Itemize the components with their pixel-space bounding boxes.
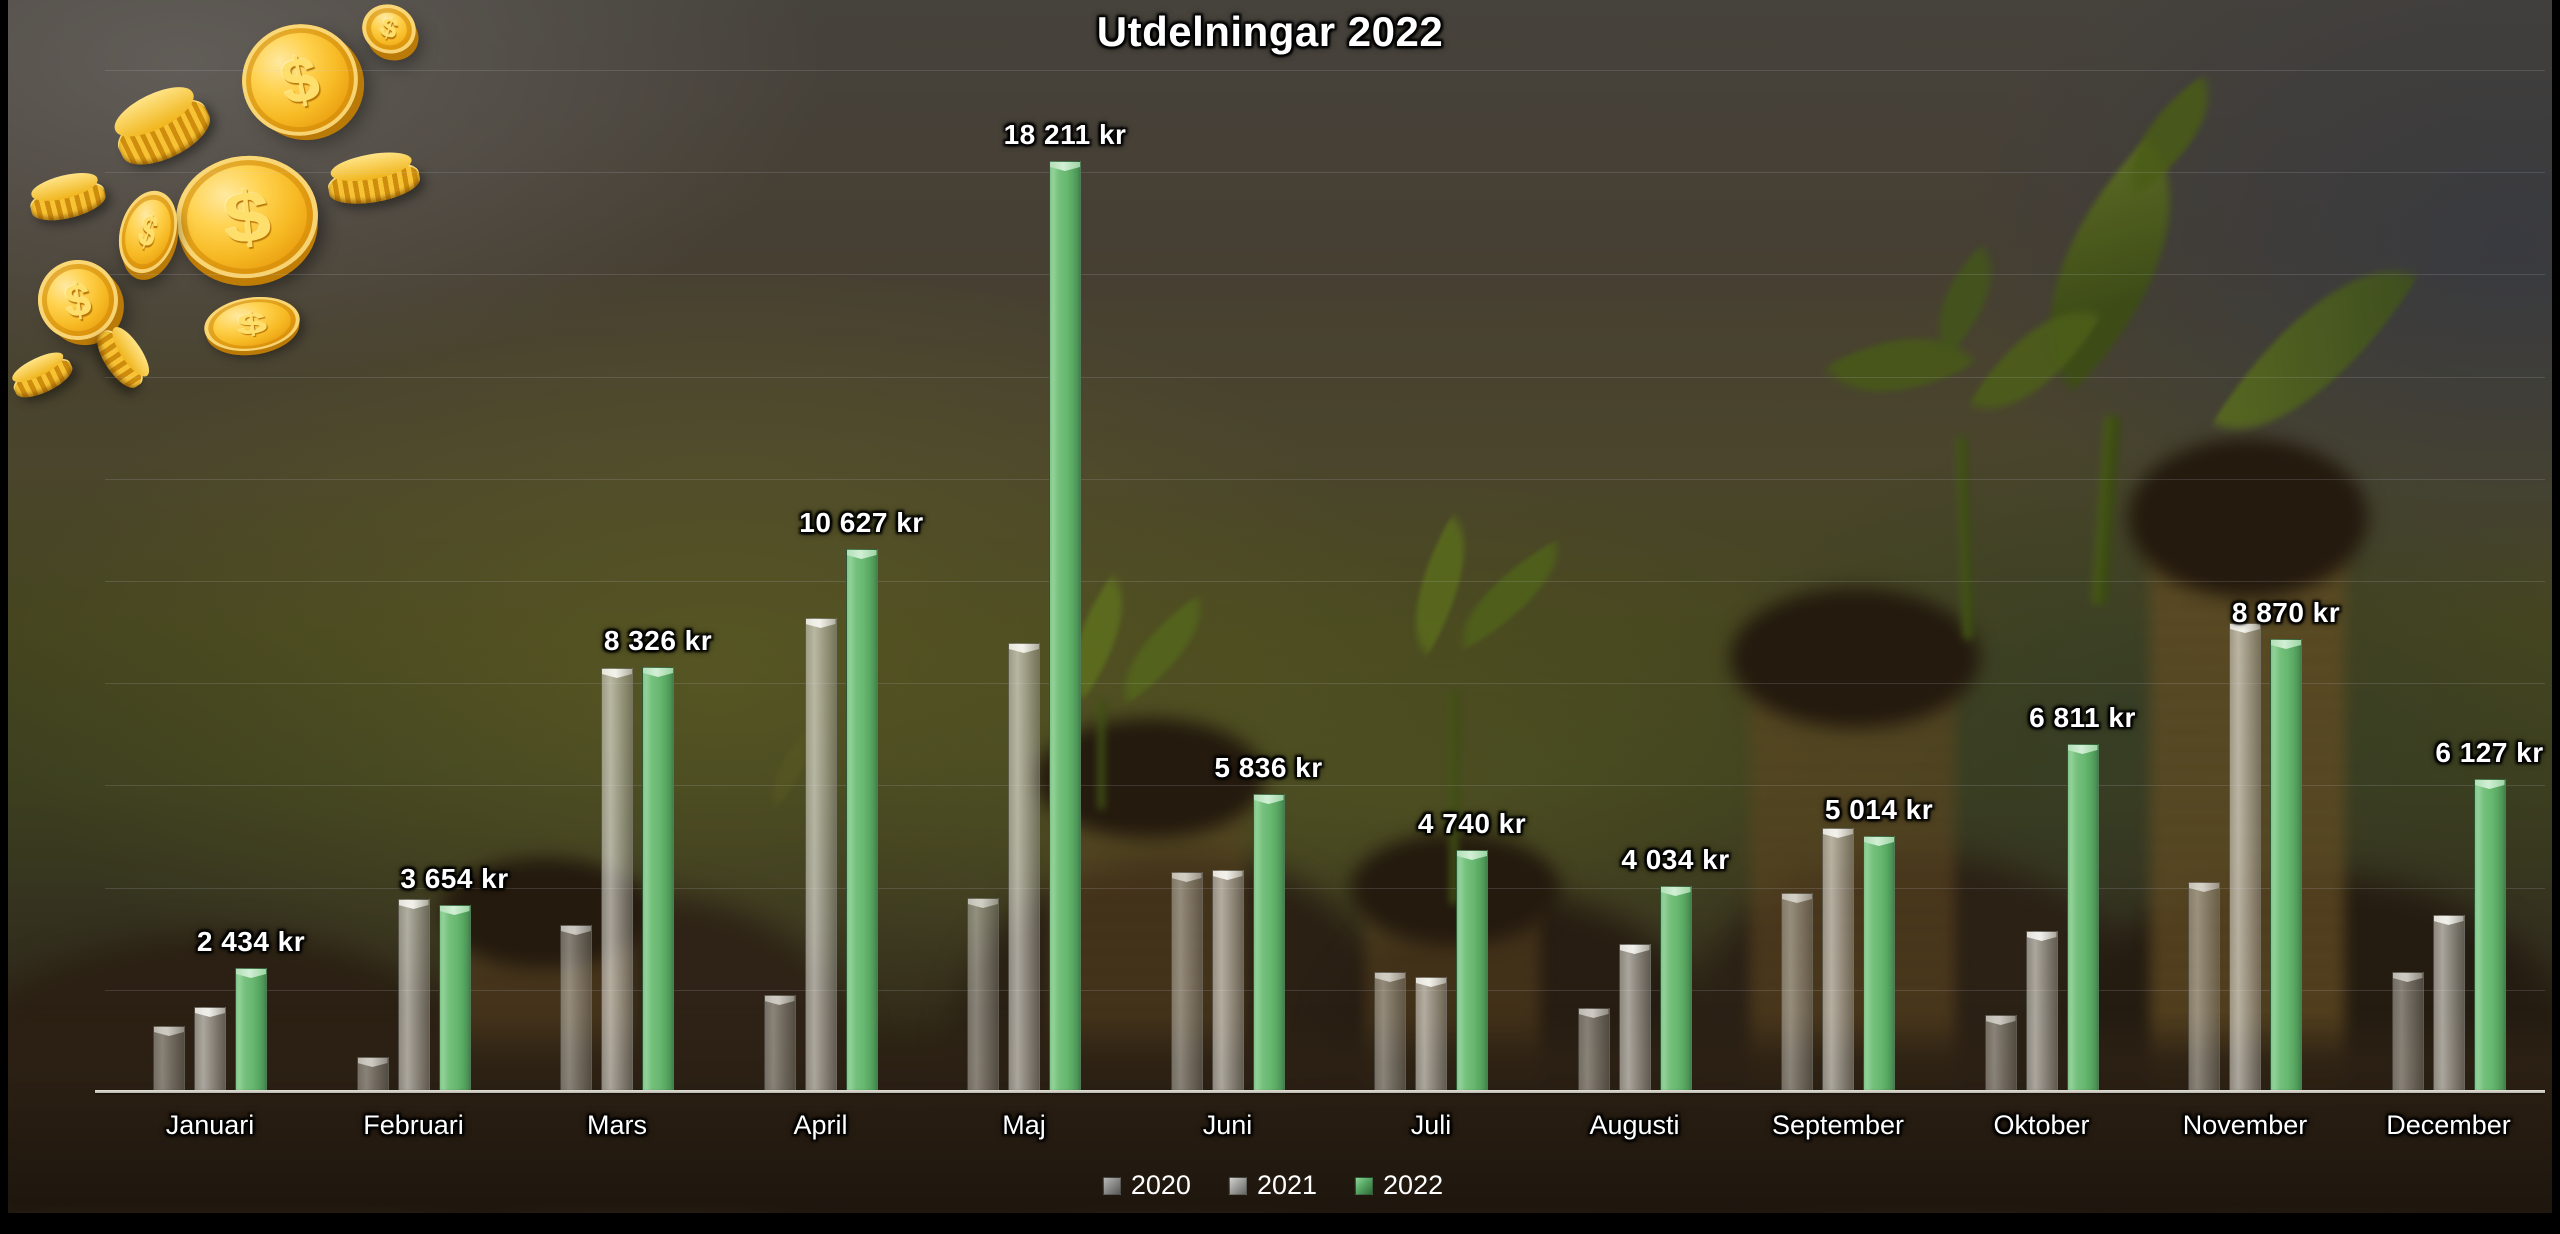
bar-2022-juli bbox=[1456, 850, 1488, 1092]
bar-2020-oktober bbox=[1984, 1015, 2017, 1092]
bar-2021-mars bbox=[601, 668, 633, 1092]
month-label-maj: Maj bbox=[1002, 1110, 1046, 1140]
bar-2020-januari bbox=[153, 1026, 185, 1092]
legend-label: 2021 bbox=[1256, 1170, 1318, 1200]
bar-2022-maj bbox=[1049, 161, 1081, 1092]
bar-2022-november bbox=[2270, 639, 2302, 1092]
value-label-augusti: 4 034 kr bbox=[1621, 844, 1730, 875]
value-label-juni: 5 836 kr bbox=[1214, 752, 1323, 783]
bar-2020-juli bbox=[1374, 972, 1406, 1092]
bar-2020-maj bbox=[967, 898, 999, 1092]
month-label-januari: Januari bbox=[165, 1110, 255, 1140]
soil-mound bbox=[1730, 588, 1980, 728]
month-label-oktober: Oktober bbox=[1993, 1110, 2090, 1140]
gridline-20000 bbox=[105, 70, 2545, 71]
month-label-april: April bbox=[793, 1110, 848, 1140]
month-label-juni: Juni bbox=[1202, 1110, 1253, 1140]
legend-swatch-2022 bbox=[1355, 1176, 1374, 1195]
bar-2021-september bbox=[1822, 828, 1854, 1092]
bar-2021-juli bbox=[1415, 977, 1447, 1092]
gridline-16000 bbox=[105, 274, 2545, 275]
bar-2021-juni bbox=[1211, 870, 1244, 1092]
value-label-februari: 3 654 kr bbox=[400, 863, 509, 894]
bar-2020-augusti bbox=[1577, 1008, 1610, 1092]
gridline-2000 bbox=[105, 990, 2545, 991]
bar-2020-juni bbox=[1170, 872, 1203, 1092]
value-label-november: 8 870 kr bbox=[2231, 597, 2341, 628]
bar-2022-juni bbox=[1252, 794, 1285, 1092]
soil-mound bbox=[2128, 438, 2368, 598]
gridline-14000 bbox=[105, 377, 2545, 378]
plant-stem bbox=[1450, 690, 1458, 905]
gridline-12000 bbox=[105, 479, 2545, 480]
month-label-augusti: Augusti bbox=[1589, 1110, 1680, 1140]
plant-stem bbox=[1098, 700, 1105, 810]
legend-swatch-2021 bbox=[1228, 1176, 1247, 1195]
bar-2021-augusti bbox=[1618, 944, 1651, 1092]
legend-label: 2022 bbox=[1383, 1170, 1444, 1200]
letterbox-right bbox=[2552, 0, 2560, 1234]
chart-title: Utdelningar 2022 bbox=[1096, 8, 1444, 55]
bar-2020-november bbox=[2188, 882, 2220, 1092]
bar-2020-december bbox=[2391, 972, 2424, 1092]
bar-2022-januari bbox=[235, 968, 267, 1092]
legend-swatch-2020 bbox=[1102, 1176, 1121, 1195]
bar-2022-april bbox=[845, 549, 878, 1092]
gridline-10000 bbox=[105, 581, 2545, 582]
month-label-mars: Mars bbox=[587, 1110, 647, 1140]
value-label-april: 10 627 kr bbox=[799, 507, 924, 538]
gridline-18000 bbox=[105, 172, 2545, 173]
bar-2021-maj bbox=[1008, 643, 1040, 1092]
bar-2020-april bbox=[763, 995, 796, 1092]
legend-label: 2020 bbox=[1130, 1170, 1191, 1200]
bar-2022-september bbox=[1863, 836, 1895, 1092]
value-label-mars: 8 326 kr bbox=[603, 625, 713, 656]
bar-2020-februari bbox=[356, 1057, 389, 1092]
value-label-september: 5 014 kr bbox=[1824, 794, 1934, 825]
bar-2020-mars bbox=[560, 925, 592, 1092]
value-label-maj: 18 211 kr bbox=[1003, 119, 1127, 150]
month-label-juli: Juli bbox=[1410, 1110, 1452, 1140]
bar-2021-januari bbox=[194, 1007, 226, 1092]
bar-2020-september bbox=[1781, 893, 1813, 1092]
letterbox-bottom bbox=[0, 1213, 2560, 1234]
bar-2021-november bbox=[2229, 623, 2261, 1092]
bar-2022-december bbox=[2473, 779, 2506, 1092]
bar-2021-februari bbox=[397, 899, 430, 1092]
month-label-februari: Februari bbox=[363, 1110, 464, 1140]
bar-2022-mars bbox=[642, 667, 674, 1092]
bar-2022-oktober bbox=[2066, 744, 2099, 1092]
month-label-december: December bbox=[2386, 1110, 2511, 1140]
gridline-8000 bbox=[105, 683, 2545, 684]
legend-item-2020: 2020 bbox=[1102, 1170, 1191, 1201]
bar-2021-oktober bbox=[2025, 931, 2058, 1092]
legend: 2020 2021 2022 bbox=[1102, 1170, 1443, 1201]
bar-2021-april bbox=[804, 618, 837, 1092]
legend-item-2022: 2022 bbox=[1355, 1170, 1443, 1201]
legend-item-2021: 2021 bbox=[1228, 1170, 1318, 1201]
value-label-juli: 4 740 kr bbox=[1417, 808, 1527, 839]
value-label-januari: 2 434 kr bbox=[196, 926, 306, 957]
value-label-oktober: 6 811 kr bbox=[2029, 702, 2136, 733]
month-label-november: November bbox=[2182, 1110, 2308, 1140]
letterbox-left bbox=[0, 0, 8, 1234]
month-label-september: September bbox=[1771, 1110, 1905, 1140]
x-axis-line bbox=[95, 1090, 2545, 1093]
gridline-4000 bbox=[105, 888, 2545, 889]
bar-2022-februari bbox=[438, 905, 471, 1092]
bar-2022-augusti bbox=[1659, 886, 1692, 1092]
value-label-december: 6 127 kr bbox=[2435, 737, 2544, 768]
gridline-6000 bbox=[105, 785, 2545, 786]
bar-2021-december bbox=[2432, 915, 2465, 1092]
